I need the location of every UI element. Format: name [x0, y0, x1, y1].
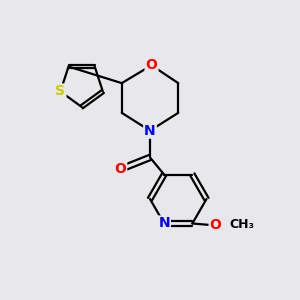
- Text: N: N: [158, 217, 170, 230]
- Text: CH₃: CH₃: [230, 218, 254, 232]
- Text: O: O: [210, 218, 221, 232]
- Text: O: O: [114, 162, 126, 176]
- Text: O: O: [146, 58, 158, 72]
- Text: N: N: [144, 124, 156, 138]
- Text: S: S: [56, 85, 65, 98]
